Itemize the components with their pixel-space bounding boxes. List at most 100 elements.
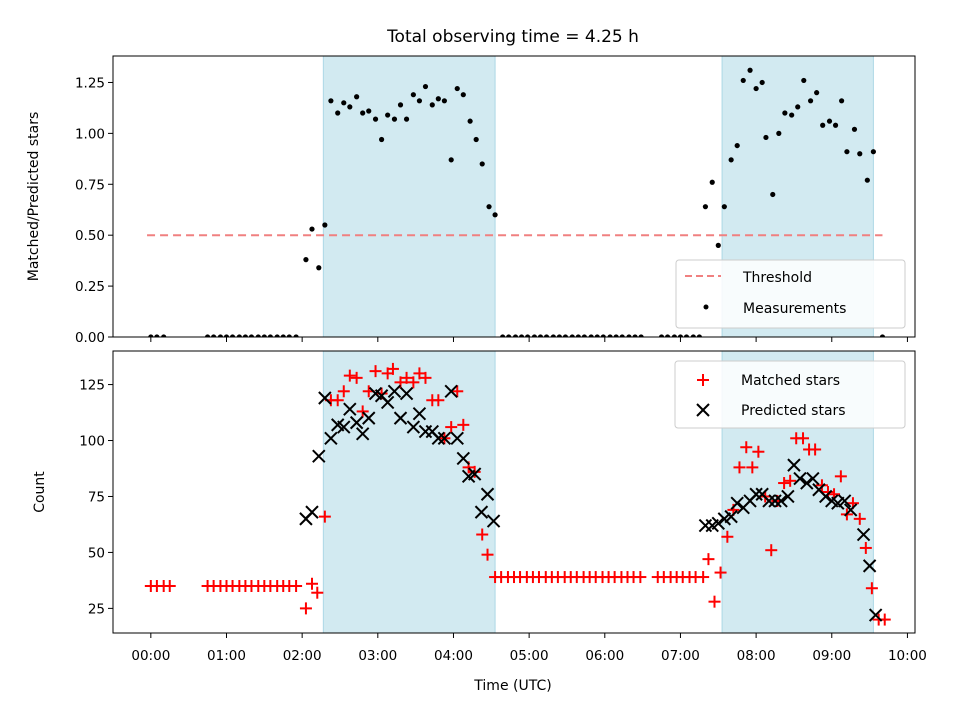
matched-point: [457, 418, 470, 431]
measurement-point: [512, 334, 519, 337]
measurement-point: [870, 149, 876, 155]
measurement-point: [366, 108, 372, 114]
ratio-plot-area: [147, 67, 886, 337]
measurement-point: [747, 67, 753, 73]
predicted-point-b: [380, 395, 395, 410]
measurement-point: [467, 118, 473, 124]
predicted-legend-label: Predicted stars: [741, 403, 846, 419]
y-tick-label: 125: [79, 378, 105, 394]
measurement-point: [161, 334, 167, 337]
x-tick-label: 03:00: [358, 648, 397, 664]
predicted-point-b: [774, 494, 788, 508]
measurement-point: [728, 157, 734, 163]
predicted-point-b: [399, 386, 414, 401]
predicted-point: [837, 494, 852, 508]
measurement-point: [479, 161, 485, 167]
measurement-point: [204, 334, 211, 337]
predicted-point: [406, 420, 421, 434]
measurement-point: [759, 79, 765, 86]
predicted-point: [450, 431, 464, 445]
predicted-point-b: [787, 458, 801, 472]
measurement-point: [600, 334, 606, 337]
predicted-point: [774, 494, 788, 508]
predicted-point-b: [812, 483, 826, 497]
predicted-point-b: [362, 411, 376, 425]
predicted-point-b: [711, 516, 725, 531]
measurement-point: [148, 334, 154, 337]
x-tick-label: 01:00: [207, 648, 246, 664]
measurement-point: [851, 126, 858, 132]
matched-point: [407, 376, 420, 389]
measurement-point: [316, 265, 322, 271]
predicted-point: [337, 420, 351, 434]
matched-point: [697, 571, 710, 584]
measurement-point: [626, 334, 632, 337]
measurement-point: [770, 191, 776, 198]
predicted-point-b: [331, 418, 345, 432]
x-tick-label: 05:00: [510, 648, 549, 664]
predicted-point-b: [755, 487, 769, 501]
predicted-point-b: [837, 494, 852, 508]
predicted-point: [762, 494, 776, 508]
x-tick-label: 10:00: [888, 648, 927, 664]
matched-point: [413, 367, 426, 380]
measurement-point: [677, 334, 684, 337]
measurement-point: [556, 334, 562, 337]
predicted-point-b: [368, 386, 383, 401]
predicted-point-b: [793, 471, 807, 486]
predicted-point-b: [486, 514, 501, 528]
measurement-point: [242, 334, 249, 337]
predicted-point-b: [819, 489, 833, 504]
predicted-point: [343, 402, 357, 416]
matched-legend-swatch: [697, 374, 709, 386]
measurement-point: [422, 83, 429, 90]
measurement-point: [303, 257, 309, 263]
matched-point: [815, 479, 828, 492]
measurement-point: [473, 136, 479, 143]
matched-point: [468, 465, 481, 478]
predicted-point: [856, 527, 871, 542]
predicted-point: [793, 471, 807, 486]
measurement-point: [740, 77, 746, 84]
x-tick-label: 04:00: [434, 648, 473, 664]
measurement-point: [435, 96, 441, 102]
predicted-point: [305, 505, 319, 519]
predicted-point-b: [730, 496, 744, 510]
count-y-axis: 25 50 75 100 125: [79, 378, 113, 617]
predicted-point-b: [862, 559, 877, 573]
measurement-point: [211, 334, 217, 337]
matched-point: [765, 544, 778, 557]
matched-point: [778, 477, 791, 490]
measurement-point: [448, 157, 454, 163]
matched-point: [419, 371, 432, 384]
predicted-point-b: [474, 505, 489, 519]
predicted-point: [393, 411, 408, 425]
predicted-point: [312, 449, 326, 463]
time-x-axis-label: Time (UTC): [473, 678, 551, 694]
y-tick-label: 0.00: [75, 330, 105, 346]
measurement-point: [293, 334, 299, 337]
matched-point: [337, 385, 350, 398]
predicted-point: [362, 411, 376, 425]
measurement-point: [441, 98, 447, 104]
matched-point: [318, 510, 331, 523]
y-tick-label: 25: [88, 601, 105, 617]
measurement-point: [492, 212, 498, 218]
y-tick-label: 50: [88, 545, 105, 561]
x-tick-label: 09:00: [812, 648, 851, 664]
matched-point: [451, 385, 464, 398]
predicted-point: [711, 516, 725, 531]
measurement-point: [575, 334, 581, 337]
predicted-point: [819, 489, 833, 504]
measurement-point: [832, 122, 839, 128]
predicted-point-b: [393, 411, 408, 425]
measurement-point: [261, 334, 267, 337]
predicted-point-b: [868, 608, 883, 622]
predicted-point: [768, 494, 782, 508]
y-tick-label: 0.25: [75, 279, 105, 295]
measurement-point: [690, 334, 696, 337]
measurement-point: [753, 85, 759, 92]
measurement-point: [709, 179, 715, 185]
measurement-point: [715, 242, 721, 248]
